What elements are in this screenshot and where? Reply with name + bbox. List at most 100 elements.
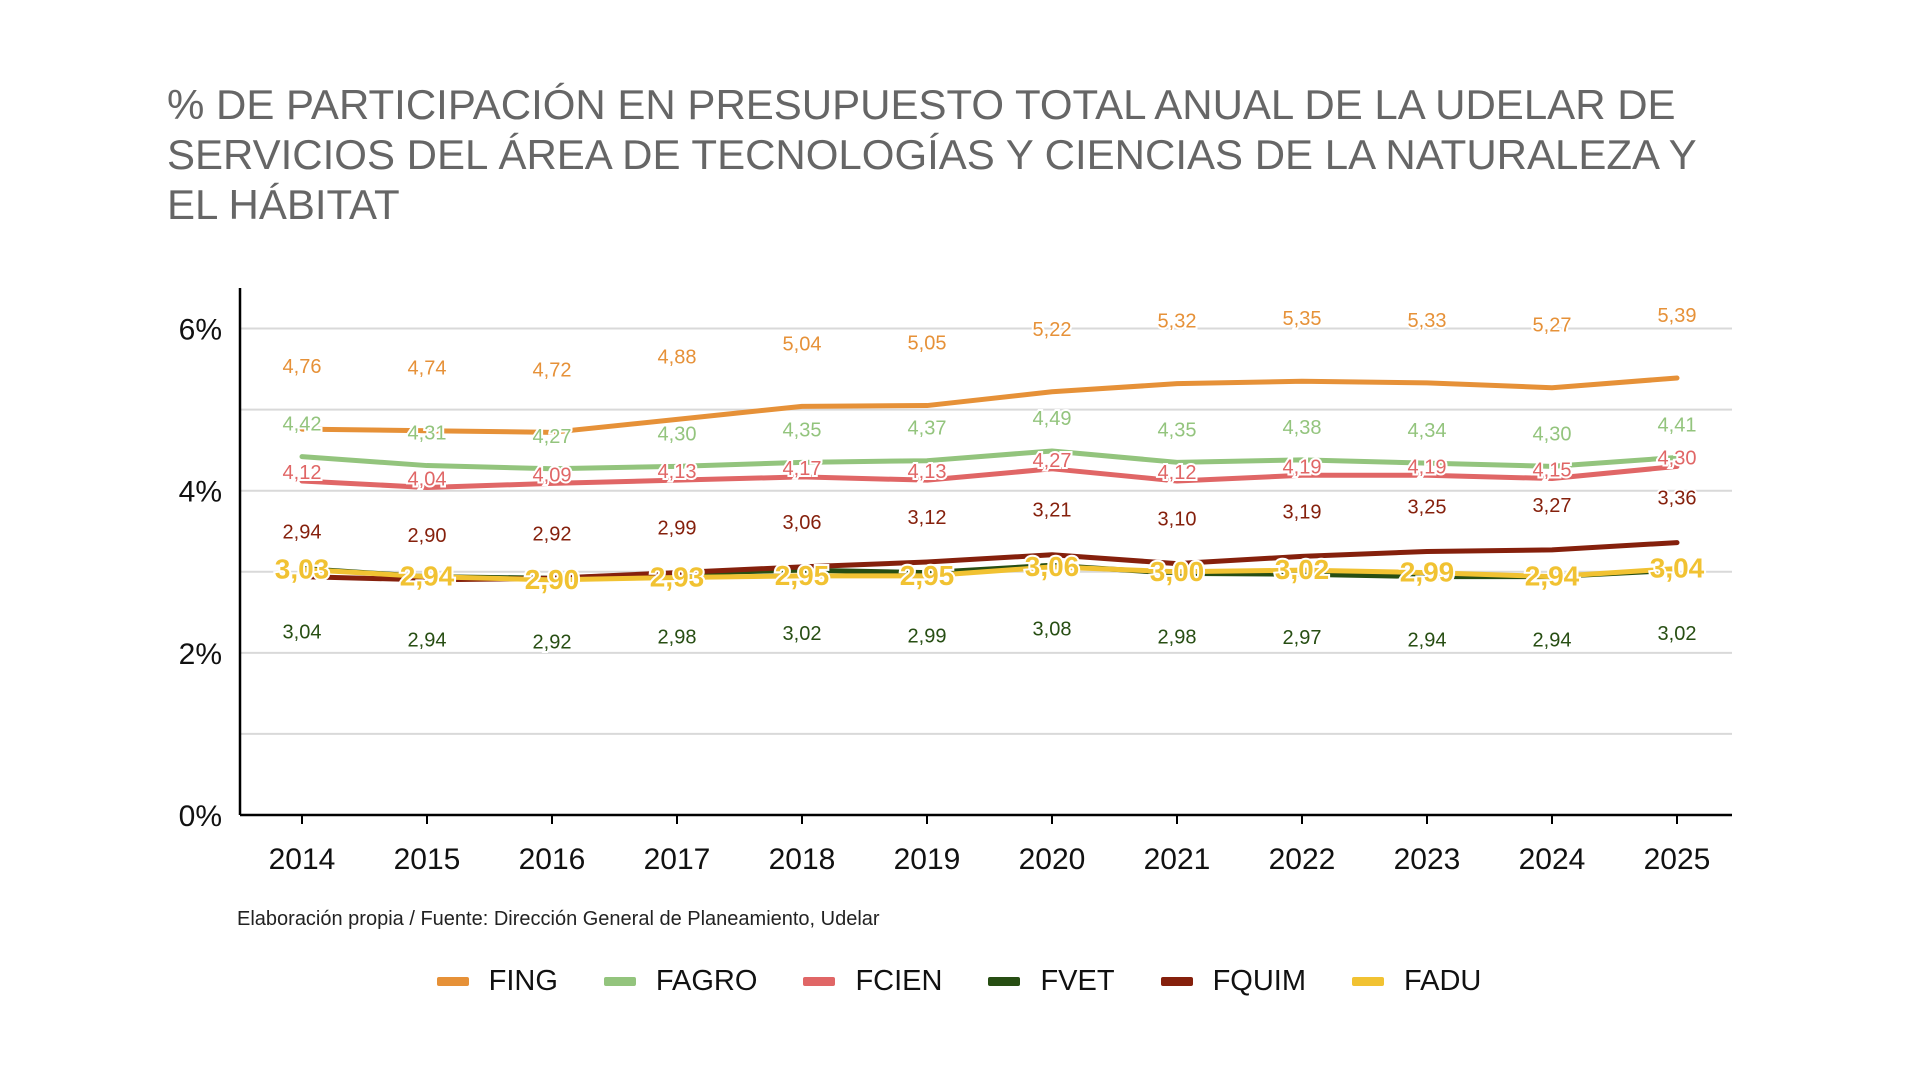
legend-item-fquim: FQUIM: [1160, 965, 1306, 998]
x-tick-label: 2020: [1019, 843, 1086, 876]
data-label-fcien: 4,09: [533, 464, 572, 486]
data-label-fadu: 2,99: [1400, 557, 1455, 588]
data-label-fagro: 4,41: [1658, 414, 1697, 436]
data-label-fcien: 4,12: [1158, 462, 1197, 484]
data-label-fcien: 4,04: [408, 468, 447, 490]
x-tick-label: 2015: [394, 843, 461, 876]
data-label-fadu: 3,03: [275, 553, 330, 584]
data-label-fvet: 2,94: [1408, 630, 1447, 652]
legend-label: FVET: [1040, 965, 1115, 997]
data-label-fcien: 4,13: [658, 461, 697, 483]
data-label-fquim: 2,94: [283, 522, 322, 544]
series-lines: [299, 375, 1680, 583]
data-label-fquim: 3,25: [1408, 497, 1447, 519]
data-label-fagro: 4,38: [1283, 417, 1322, 439]
data-label-fcien: 4,30: [1658, 447, 1697, 469]
data-label-fagro: 4,37: [908, 418, 947, 440]
data-label-fquim: 3,21: [1033, 500, 1072, 522]
data-label-fvet: 3,08: [1033, 618, 1072, 640]
data-label-fagro: 4,35: [783, 419, 822, 441]
legend-item-fadu: FADU: [1352, 965, 1481, 998]
x-tick-label: 2022: [1269, 843, 1336, 876]
data-label-fquim: 2,92: [533, 523, 572, 545]
x-tick-label: 2014: [269, 843, 336, 876]
legend-swatch: [436, 977, 469, 986]
data-label-fagro: 4,35: [1158, 419, 1197, 441]
data-label-fcien: 4,17: [783, 458, 822, 480]
legend-swatch: [1160, 977, 1193, 986]
legend-label: FCIEN: [855, 965, 943, 997]
x-tick-label: 2023: [1394, 843, 1461, 876]
data-label-fcien: 4,19: [1408, 456, 1447, 478]
data-label-fvet: 3,04: [283, 622, 322, 644]
data-label-fing: 5,04: [783, 333, 822, 355]
legend-item-fagro: FAGRO: [603, 965, 758, 998]
data-label-fagro: 4,42: [283, 414, 322, 436]
data-label-fing: 4,76: [283, 356, 322, 378]
data-label-fvet: 2,98: [658, 626, 697, 648]
data-label-fcien: 4,27: [1033, 450, 1072, 472]
legend-swatch: [1352, 977, 1384, 986]
data-label-fquim: 2,90: [408, 525, 447, 547]
data-label-fadu: 2,90: [525, 564, 580, 595]
data-label-fadu: 3,04: [1650, 553, 1705, 584]
data-label-fadu: 2,93: [650, 561, 705, 592]
x-tick-label: 2019: [894, 843, 961, 876]
data-label-fquim: 3,19: [1283, 501, 1322, 523]
series-line-fing: [299, 375, 1680, 435]
y-tick-label: 0%: [179, 800, 222, 833]
x-tick-label: 2017: [644, 843, 711, 876]
x-tick-label: 2025: [1644, 843, 1711, 876]
legend-swatch: [603, 977, 636, 986]
source-note: Elaboración propia / Fuente: Dirección G…: [237, 908, 880, 930]
data-label-fcien: 4,19: [1283, 456, 1322, 478]
data-label-fing: 5,27: [1533, 315, 1572, 337]
data-label-fing: 5,05: [908, 333, 947, 355]
data-label-fadu: 3,06: [1025, 551, 1080, 582]
data-labels: 3,04 2,94 2,92 2,98 3,02 2,99 3,08 2,98 2,97 2,94…: [273, 303, 1707, 655]
data-label-fvet: 3,02: [783, 623, 822, 645]
data-label-fcien: 4,13: [908, 461, 947, 483]
data-label-fquim: 3,10: [1158, 509, 1197, 531]
data-label-fvet: 2,98: [1158, 626, 1197, 648]
data-label-fcien: 4,12: [283, 462, 322, 484]
legend-swatch: [803, 977, 836, 986]
data-label-fing: 4,72: [533, 359, 572, 381]
y-tick-label: 4%: [179, 476, 222, 509]
data-label-fing: 5,22: [1033, 319, 1072, 341]
chart-title: % DE PARTICIPACIÓN EN PRESUPUESTO TOTAL …: [167, 81, 1696, 228]
data-label-fvet: 2,94: [1533, 630, 1572, 652]
legend: FING FAGRO FCIEN FVET FQUIM FADU: [0, 965, 1918, 998]
data-label-fquim: 3,36: [1658, 488, 1697, 510]
data-label-fvet: 3,02: [1658, 623, 1697, 645]
series-line-fagro: [299, 448, 1680, 472]
legend-item-fcien: FCIEN: [803, 965, 942, 998]
y-tick-label: 2%: [179, 638, 222, 671]
data-label-fquim: 3,12: [908, 507, 947, 529]
x-tick-label: 2016: [519, 843, 586, 876]
x-tick-label: 2024: [1519, 843, 1586, 876]
data-label-fagro: 4,49: [1033, 408, 1072, 430]
legend-swatch: [988, 977, 1021, 986]
legend-label: FING: [488, 965, 558, 997]
data-label-fadu: 2,95: [900, 560, 955, 591]
data-label-fquim: 2,99: [658, 518, 697, 540]
data-label-fing: 5,32: [1158, 311, 1197, 333]
series-line-fadu: [299, 564, 1680, 583]
data-label-fadu: 3,02: [1275, 554, 1330, 585]
data-label-fagro: 4,30: [1533, 423, 1572, 445]
data-label-fvet: 2,99: [908, 626, 947, 648]
line-chart: 0% 2% 4% 6% 2014 2015 2016 2017 2018 2019 2020 2021…: [179, 288, 1732, 876]
data-label-fquim: 3,06: [783, 512, 822, 534]
y-tick-label: 6%: [179, 314, 222, 347]
data-label-fvet: 2,92: [533, 631, 572, 653]
data-label-fadu: 2,94: [1525, 561, 1580, 592]
data-label-fing: 5,33: [1408, 310, 1447, 332]
data-label-fcien: 4,15: [1533, 460, 1572, 482]
legend-label: FAGRO: [655, 965, 758, 997]
axes: 0% 2% 4% 6% 2014 2015 2016 2017 2018 2019 2020 2021…: [179, 288, 1732, 876]
legend-label: FQUIM: [1212, 965, 1306, 997]
x-tick-label: 2018: [769, 843, 836, 876]
data-label-fadu: 3,00: [1150, 556, 1205, 587]
data-label-fagro: 4,34: [1408, 420, 1447, 442]
